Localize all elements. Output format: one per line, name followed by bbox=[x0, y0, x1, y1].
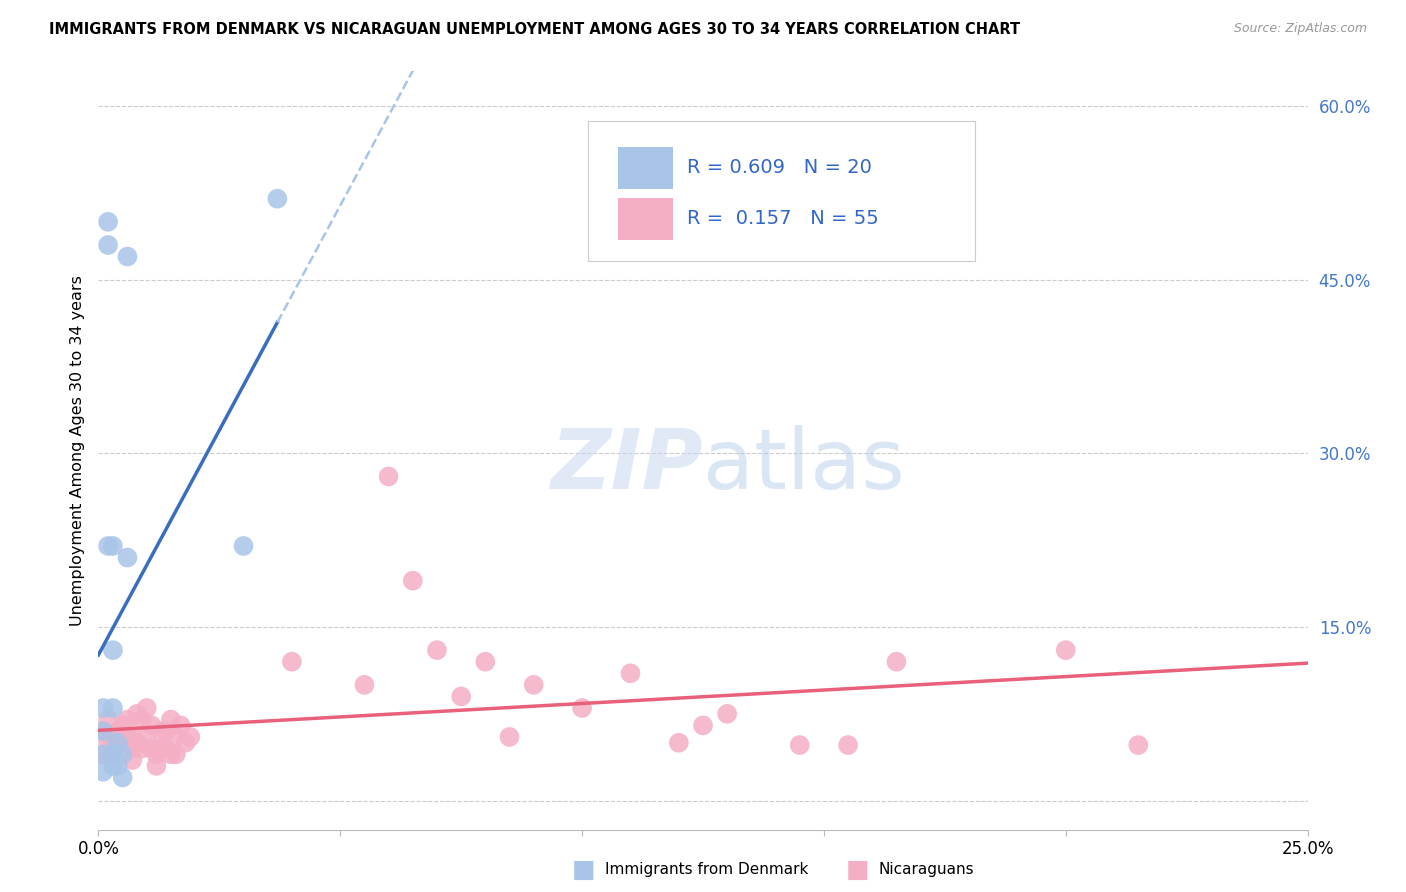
Point bbox=[837, 738, 859, 752]
Point bbox=[353, 678, 375, 692]
Point bbox=[97, 238, 120, 252]
Point bbox=[101, 736, 124, 750]
Point bbox=[450, 690, 472, 704]
Point bbox=[117, 730, 139, 744]
Point bbox=[141, 718, 163, 732]
Point bbox=[141, 741, 163, 756]
Point bbox=[107, 724, 129, 739]
Bar bbox=[619, 198, 672, 240]
Point bbox=[131, 713, 153, 727]
Point bbox=[668, 736, 690, 750]
Point bbox=[127, 736, 149, 750]
Point bbox=[91, 764, 114, 779]
Point bbox=[111, 747, 134, 762]
FancyBboxPatch shape bbox=[588, 120, 976, 260]
Point bbox=[174, 736, 197, 750]
Point bbox=[377, 469, 399, 483]
Text: R =  0.157   N = 55: R = 0.157 N = 55 bbox=[688, 209, 879, 228]
Point bbox=[117, 713, 139, 727]
Text: Immigrants from Denmark: Immigrants from Denmark bbox=[605, 863, 808, 877]
Point bbox=[101, 747, 124, 762]
Point bbox=[179, 730, 201, 744]
Point bbox=[426, 643, 449, 657]
Point bbox=[91, 747, 114, 762]
Point bbox=[131, 741, 153, 756]
Text: IMMIGRANTS FROM DENMARK VS NICARAGUAN UNEMPLOYMENT AMONG AGES 30 TO 34 YEARS COR: IMMIGRANTS FROM DENMARK VS NICARAGUAN UN… bbox=[49, 22, 1021, 37]
Text: Nicaraguans: Nicaraguans bbox=[879, 863, 974, 877]
Point bbox=[91, 724, 114, 739]
Point bbox=[692, 718, 714, 732]
Point bbox=[160, 747, 183, 762]
Point bbox=[523, 678, 546, 692]
Point bbox=[169, 718, 191, 732]
Point bbox=[145, 747, 167, 762]
Point bbox=[117, 250, 139, 264]
Y-axis label: Unemployment Among Ages 30 to 34 years: Unemployment Among Ages 30 to 34 years bbox=[69, 275, 84, 626]
Point bbox=[135, 730, 157, 744]
Point bbox=[886, 655, 908, 669]
Point bbox=[107, 759, 129, 773]
Point bbox=[281, 655, 304, 669]
Point bbox=[101, 747, 124, 762]
Point bbox=[571, 701, 593, 715]
Point bbox=[498, 730, 520, 744]
Point bbox=[91, 724, 114, 739]
Point bbox=[101, 701, 124, 715]
Point bbox=[97, 736, 120, 750]
Point bbox=[474, 655, 496, 669]
Text: ZIP: ZIP bbox=[550, 425, 703, 506]
Point bbox=[121, 730, 143, 744]
Point bbox=[107, 736, 129, 750]
Point bbox=[107, 736, 129, 750]
Point bbox=[160, 713, 183, 727]
Bar bbox=[619, 147, 672, 189]
Text: ■: ■ bbox=[846, 858, 869, 881]
Point bbox=[266, 192, 288, 206]
Point bbox=[1054, 643, 1077, 657]
Point bbox=[716, 706, 738, 721]
Point bbox=[232, 539, 254, 553]
Point bbox=[402, 574, 425, 588]
Point bbox=[155, 741, 177, 756]
Point bbox=[127, 706, 149, 721]
Point bbox=[165, 730, 187, 744]
Text: R = 0.609   N = 20: R = 0.609 N = 20 bbox=[688, 158, 872, 178]
Point bbox=[619, 666, 641, 681]
Point bbox=[101, 759, 124, 773]
Point bbox=[101, 539, 124, 553]
Point bbox=[91, 747, 114, 762]
Text: atlas: atlas bbox=[703, 425, 904, 506]
Point bbox=[111, 771, 134, 785]
Point bbox=[97, 539, 120, 553]
Point bbox=[150, 724, 173, 739]
Point bbox=[145, 759, 167, 773]
Point bbox=[121, 753, 143, 767]
Text: Source: ZipAtlas.com: Source: ZipAtlas.com bbox=[1233, 22, 1367, 36]
Point bbox=[121, 741, 143, 756]
Point bbox=[111, 718, 134, 732]
Point bbox=[155, 724, 177, 739]
Point bbox=[1128, 738, 1150, 752]
Point bbox=[135, 701, 157, 715]
Point bbox=[111, 730, 134, 744]
Point bbox=[165, 747, 187, 762]
Point bbox=[101, 643, 124, 657]
Point bbox=[97, 713, 120, 727]
Point bbox=[789, 738, 811, 752]
Point bbox=[150, 741, 173, 756]
Text: ■: ■ bbox=[572, 858, 595, 881]
Point bbox=[117, 550, 139, 565]
Point bbox=[91, 701, 114, 715]
Point bbox=[97, 215, 120, 229]
